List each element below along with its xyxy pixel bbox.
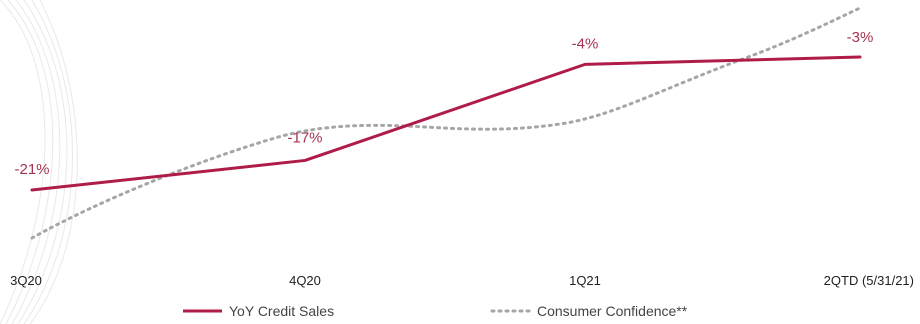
data-label-2qtd-5-31-21: -3%: [847, 29, 874, 46]
series-line-yoy-credit-sales: [30, 55, 862, 192]
legend-label-consumer-confidence: Consumer Confidence**: [537, 303, 688, 319]
data-label-4q20: -17%: [287, 129, 322, 146]
x-tick-4q20: 4Q20: [289, 273, 321, 288]
x-tick-2qtd-5-31-21: 2QTD (5/31/21): [824, 273, 914, 288]
background-pattern: [0, 0, 78, 324]
x-axis-tick-labels: 3Q20 4Q20 1Q21 2QTD (5/31/21): [10, 273, 914, 288]
x-tick-1q21: 1Q21: [569, 273, 601, 288]
legend: YoY Credit Sales Consumer Confidence**: [183, 303, 688, 319]
data-label-3q20: -21%: [14, 161, 49, 178]
series-line-consumer-confidence: [30, 6, 862, 240]
data-label-1q21: -4%: [572, 35, 599, 52]
legend-label-yoy-credit-sales: YoY Credit Sales: [229, 303, 334, 319]
data-labels: -21% -17% -4% -3%: [14, 29, 873, 178]
x-tick-3q20: 3Q20: [10, 273, 42, 288]
